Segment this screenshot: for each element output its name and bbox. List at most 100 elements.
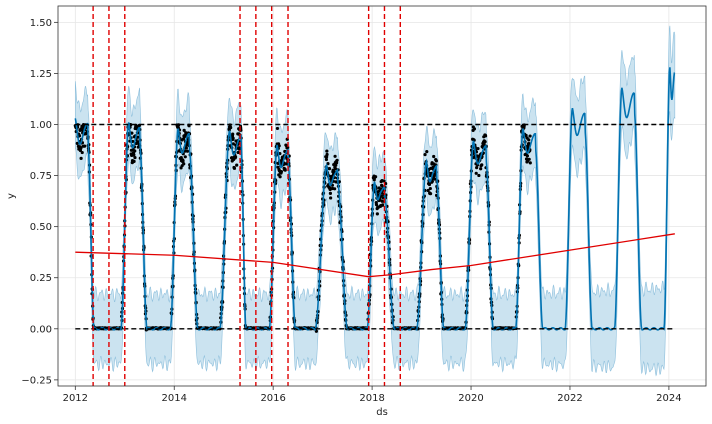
observed-point xyxy=(333,187,337,191)
observed-point xyxy=(136,135,140,139)
observed-point xyxy=(80,150,84,155)
observed-point xyxy=(432,154,436,159)
observed-point xyxy=(524,133,528,137)
observed-point xyxy=(232,166,237,170)
observed-point xyxy=(433,177,437,181)
observed-point xyxy=(277,144,281,148)
observed-point xyxy=(231,142,235,146)
observed-point xyxy=(428,192,433,196)
observed-point xyxy=(136,140,140,144)
observed-point xyxy=(229,125,233,130)
observed-point xyxy=(236,150,240,155)
x-tick-label: 2024 xyxy=(656,393,681,404)
observed-point xyxy=(427,182,432,187)
observed-point xyxy=(130,131,134,135)
observed-point xyxy=(182,162,186,166)
observed-point xyxy=(382,179,386,183)
observed-point xyxy=(380,199,384,203)
observed-point xyxy=(483,140,487,144)
observed-point xyxy=(528,134,532,138)
trend-series xyxy=(75,233,675,278)
x-tick-label: 2016 xyxy=(260,393,285,404)
observed-point xyxy=(133,155,137,160)
observed-point xyxy=(483,134,488,138)
observed-point xyxy=(325,155,329,159)
observed-point xyxy=(479,167,483,171)
forecast-series xyxy=(74,67,676,332)
y-tick-label: 0.00 xyxy=(30,324,52,335)
uncertainty-interval xyxy=(75,25,676,377)
observed-point xyxy=(428,186,432,191)
forecast-line xyxy=(74,67,676,332)
observed-point xyxy=(133,149,137,153)
y-tick-label: 0.25 xyxy=(30,273,52,284)
observed-point xyxy=(275,126,280,131)
observed-point xyxy=(283,168,287,172)
capacity-lines xyxy=(75,123,675,330)
y-tick-label: 0.75 xyxy=(30,171,52,182)
observed-point xyxy=(231,136,235,140)
observed-point xyxy=(528,161,532,165)
y-axis-label: y xyxy=(6,193,17,199)
observed-point xyxy=(373,175,378,179)
observed-point xyxy=(480,163,484,167)
observed-point xyxy=(329,196,333,200)
observed-point xyxy=(233,155,238,159)
observed-point xyxy=(181,159,185,163)
observed-point xyxy=(476,146,480,151)
x-tick-label: 2012 xyxy=(63,393,88,404)
observed-point xyxy=(475,166,479,170)
observed-point xyxy=(472,127,477,131)
changepoint-lines xyxy=(92,6,402,386)
observed-point xyxy=(423,152,427,157)
observed-point xyxy=(333,154,337,158)
observed-point xyxy=(527,157,531,161)
x-tick-label: 2022 xyxy=(557,393,582,404)
trend-line xyxy=(75,233,675,278)
observed-point xyxy=(335,161,339,165)
observed-point xyxy=(477,173,481,178)
x-tick-label: 2020 xyxy=(458,393,483,404)
observed-point xyxy=(235,163,239,167)
y-tick-label: −0.25 xyxy=(21,375,52,386)
y-tick-label: 1.25 xyxy=(30,69,52,80)
observed-point xyxy=(83,144,87,148)
observed-point xyxy=(182,128,186,132)
y-tick-label: 0.50 xyxy=(30,222,52,233)
observed-point xyxy=(185,149,190,153)
observed-point xyxy=(325,149,329,153)
observed-point xyxy=(325,152,329,157)
observed-point xyxy=(375,212,379,216)
observed-point xyxy=(327,167,332,171)
x-tick-label: 2018 xyxy=(359,393,384,404)
observed-point xyxy=(425,149,429,154)
y-tick-label: 1.50 xyxy=(30,18,52,29)
observed-point xyxy=(426,188,430,193)
observed-point xyxy=(335,158,339,162)
observed-point xyxy=(527,138,531,142)
observed-point xyxy=(231,132,235,136)
y-axis-ticks: −0.25 0.00 0.25 0.50 0.75 1.00 1.25 1.50 xyxy=(21,18,58,386)
x-axis-ticks: 2012 2014 2016 2018 2020 2022 2024 xyxy=(63,386,682,404)
observed-point xyxy=(184,146,188,150)
observed-point xyxy=(77,134,82,138)
observed-point xyxy=(79,146,83,150)
observed-point xyxy=(474,171,478,175)
y-tick-label: 1.00 xyxy=(30,120,52,131)
uncertainty-band xyxy=(75,25,676,377)
observed-point xyxy=(434,159,438,163)
observed-point xyxy=(79,156,83,160)
observed-point xyxy=(75,141,79,145)
x-tick-label: 2014 xyxy=(162,393,187,404)
observed-point xyxy=(328,191,333,195)
observed-point xyxy=(183,155,187,159)
plot-area-frame xyxy=(57,5,707,387)
observed-point xyxy=(132,153,136,157)
observed-point xyxy=(132,159,136,163)
observed-point xyxy=(328,187,332,192)
observed-point xyxy=(279,170,284,174)
x-axis-label: ds xyxy=(376,407,388,418)
observed-point xyxy=(381,203,385,207)
observed-point xyxy=(525,154,530,158)
